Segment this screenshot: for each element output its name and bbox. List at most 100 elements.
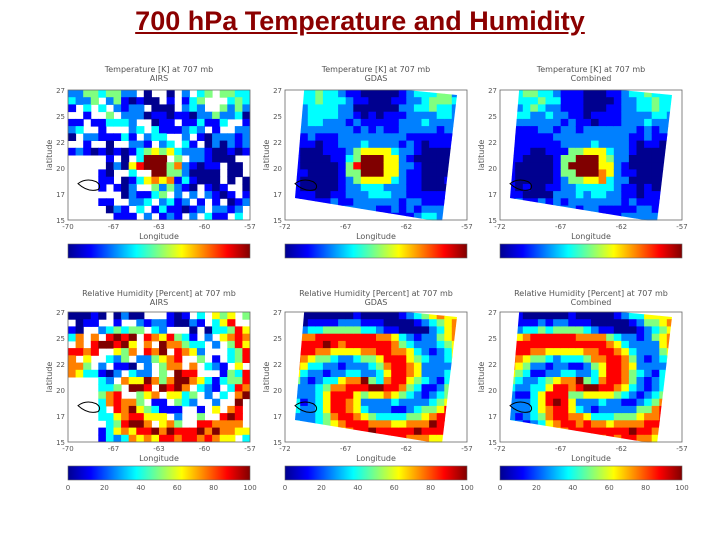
heatmap-cell	[136, 420, 145, 428]
heatmap-cell	[510, 90, 516, 98]
heatmap-cell	[136, 413, 145, 421]
heatmap-cell	[459, 377, 467, 385]
heatmap-cell	[345, 133, 354, 141]
heatmap-cell	[421, 147, 430, 156]
heatmap-cell	[606, 348, 615, 356]
heatmap-cell	[136, 155, 145, 163]
panel-title: Temperature [K] at 707 mb	[536, 65, 646, 74]
heatmap-cell	[568, 391, 577, 400]
heatmap-cell	[121, 97, 130, 105]
heatmap-cell	[353, 97, 362, 105]
heatmap-cell	[322, 205, 331, 214]
heatmap-cell	[515, 420, 524, 428]
heatmap-cell	[644, 319, 653, 327]
heatmap-cell	[360, 391, 369, 400]
heatmap-cell	[322, 140, 331, 149]
heatmap-cell	[227, 369, 236, 378]
heatmap-cell	[391, 391, 400, 400]
heatmap-cell	[568, 90, 577, 98]
heatmap-cell	[189, 176, 198, 185]
heatmap-cell	[406, 169, 415, 178]
heatmap-cell	[436, 198, 445, 206]
heatmap-cell	[285, 341, 293, 349]
heatmap-cell	[285, 377, 293, 385]
heatmap-cell	[159, 111, 168, 120]
heatmap-cell	[674, 97, 682, 105]
heatmap-cell	[105, 391, 114, 400]
heatmap-cell	[196, 427, 205, 436]
y-tick-label: 17	[56, 413, 65, 421]
heatmap-cell	[444, 434, 453, 443]
heatmap-cell	[444, 362, 453, 371]
colorbar-tick-label: 40	[136, 484, 145, 492]
heatmap-cell	[522, 413, 531, 421]
heatmap-cell	[451, 362, 457, 371]
heatmap-cell	[674, 141, 682, 149]
heatmap-cell	[444, 312, 453, 320]
heatmap-cell	[575, 162, 584, 170]
heatmap-cell	[98, 377, 107, 385]
heatmap-cell	[83, 111, 92, 120]
heatmap-cell	[537, 126, 546, 134]
heatmap-cell	[553, 118, 562, 127]
heatmap-cell	[391, 377, 400, 385]
heatmap-cell	[121, 326, 130, 335]
heatmap-cell	[234, 369, 243, 378]
heatmap-cell	[353, 205, 362, 214]
heatmap-cell	[522, 355, 531, 363]
heatmap-cell	[90, 97, 99, 105]
heatmap-cell	[98, 147, 107, 156]
heatmap-cell	[330, 348, 339, 356]
heatmap-cell	[136, 111, 145, 120]
heatmap-cell	[315, 355, 324, 363]
heatmap-cell	[113, 384, 122, 392]
heatmap-cell	[212, 427, 221, 436]
heatmap-cell	[636, 169, 645, 178]
heatmap-cell	[196, 118, 205, 127]
heatmap-cell	[285, 413, 293, 421]
heatmap-cell	[545, 133, 554, 141]
heatmap-cell	[537, 326, 546, 335]
heatmap-cell	[436, 420, 445, 428]
heatmap-cell	[560, 362, 569, 371]
heatmap-cell	[285, 370, 293, 378]
heatmap-cell	[300, 355, 309, 363]
heatmap-cell	[307, 398, 316, 407]
heatmap-cell	[575, 155, 584, 163]
heatmap-cell	[128, 212, 137, 220]
x-tick-label: -70	[62, 223, 73, 231]
heatmap-cell	[651, 319, 660, 327]
heatmap-cell	[113, 319, 122, 327]
heatmap-cell	[338, 97, 347, 105]
heatmap-cell	[75, 348, 84, 356]
heatmap-cell	[322, 413, 331, 421]
heatmap-cell	[353, 405, 362, 414]
heatmap-cell	[219, 369, 228, 378]
axes-frame	[284, 311, 468, 443]
heatmap-cell	[242, 183, 250, 192]
heatmap-cell	[553, 97, 562, 105]
heatmap-cell	[330, 413, 339, 421]
heatmap-cell	[68, 104, 77, 113]
heatmap-cell	[330, 405, 339, 414]
heatmap-cell	[315, 205, 324, 214]
heatmap-cell	[322, 147, 331, 156]
heatmap-cell	[406, 319, 415, 327]
heatmap-cell	[181, 333, 190, 342]
heatmap-cell	[545, 183, 554, 192]
heatmap-cell	[383, 118, 392, 127]
heatmap-cell	[398, 183, 407, 192]
heatmap-cell	[227, 176, 236, 185]
heatmap-cell	[204, 333, 213, 342]
heatmap-cell	[212, 420, 221, 428]
heatmap-cell	[522, 118, 531, 127]
heatmap-cell	[398, 212, 407, 221]
heatmap-cell	[553, 140, 562, 149]
heatmap-cell	[651, 377, 660, 385]
heatmap-cell	[307, 384, 316, 392]
heatmap-cell	[553, 191, 562, 199]
heatmap-cell	[151, 133, 160, 141]
heatmap-cell	[330, 118, 339, 127]
heatmap-cell	[575, 133, 584, 141]
heatmap-cell	[606, 398, 615, 407]
